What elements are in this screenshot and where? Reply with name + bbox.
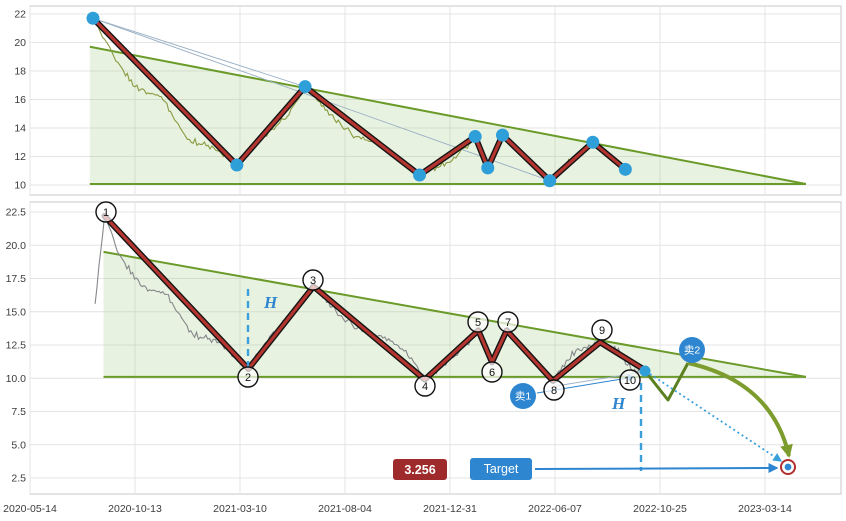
elliott-wave-zigzag [91, 16, 628, 183]
pivot-dot[interactable] [496, 128, 509, 142]
x-axis-label: 2022-06-07 [528, 503, 582, 515]
projected-price-path [643, 362, 690, 402]
height-label: H [611, 394, 626, 413]
wave-number-6[interactable]: 6 [481, 361, 503, 383]
pivot-dot[interactable] [586, 135, 600, 149]
wave-number-text: 2 [245, 372, 251, 384]
x-axis-label: 2020-05-14 [3, 503, 57, 515]
wave-number-circle [467, 311, 489, 333]
wave-number-text: 10 [624, 375, 636, 387]
pivot-dot[interactable] [298, 80, 312, 94]
wave-number-text: 8 [551, 385, 557, 397]
pivot-dot[interactable] [618, 162, 632, 176]
fan-trendline [92, 17, 306, 88]
wave-number-text: 1 [103, 207, 109, 219]
wedge-upper-trendline [89, 45, 807, 185]
x-axis-label: 2021-08-04 [318, 503, 372, 515]
y-axis-label: 20.0 [6, 240, 27, 252]
sell-marker-circle [510, 383, 536, 409]
y-axis-label: 10.0 [6, 373, 27, 385]
wave-number-circle [414, 375, 436, 397]
y-axis-label: 22 [14, 9, 26, 21]
wave-number-1[interactable]: 1 [95, 201, 117, 223]
wave-number-3[interactable]: 3 [302, 269, 324, 291]
y-axis-label: 20 [14, 37, 26, 49]
sell-marker-text: 卖2 [684, 345, 700, 357]
y-axis-label: 14 [14, 123, 26, 135]
wave-number-circle [481, 361, 503, 383]
wave-number-circle [95, 201, 117, 223]
projection-curve-arrow [687, 361, 793, 458]
annotation-layer: 3.256 Target 1 2 3 4 5 6 7 8 9 10 卖1 卖2 H H [95, 201, 796, 480]
wave-number-7[interactable]: 7 [497, 311, 519, 333]
sell-marker-circle [679, 337, 705, 363]
pivot-dot[interactable] [413, 168, 427, 182]
wave-number-circle [237, 366, 259, 388]
y-axis-label: 10 [14, 180, 26, 192]
y-axis-label: 5.0 [11, 439, 26, 451]
x-axis-label: 2022-10-25 [633, 503, 687, 515]
wave-number-4[interactable]: 4 [414, 375, 436, 397]
pivot-dot[interactable] [481, 161, 495, 175]
wave-number-circle [543, 379, 565, 401]
top-chart-panel[interactable]: 22 20 18 16 14 12 10 [14, 5, 842, 196]
wave-number-text: 3 [310, 275, 316, 287]
elliott-wave-zigzag [102, 214, 647, 383]
projection-dotted-line [649, 373, 783, 462]
target-point-dot [784, 463, 792, 471]
wave-number-5[interactable]: 5 [467, 311, 489, 333]
pivot-dot[interactable] [543, 174, 557, 188]
sell-marker[interactable]: 卖1 [510, 383, 536, 409]
pivot-dot[interactable] [468, 130, 482, 144]
y-axis-label: 18 [14, 66, 26, 78]
value-badge[interactable]: 3.256 [393, 459, 447, 480]
wave-number-text: 5 [475, 317, 481, 329]
value-badge-text: 3.256 [404, 463, 435, 477]
pivot-dot[interactable] [230, 158, 244, 172]
height-label: H [263, 293, 278, 312]
wave-number-text: 6 [489, 367, 495, 379]
target-point[interactable] [780, 459, 796, 475]
bottom-plot-area[interactable] [29, 201, 842, 495]
y-axis-label: 12.5 [6, 340, 27, 352]
sell-marker-text: 卖1 [515, 391, 531, 403]
wave-number-text: 7 [505, 317, 511, 329]
wave-number-circle [591, 319, 613, 341]
y-axis-label: 12 [14, 151, 26, 163]
wave-number-circle [497, 311, 519, 333]
wave-number-circle [302, 269, 324, 291]
wave-number-text: 9 [599, 325, 605, 337]
wave-number-10[interactable]: 10 [619, 369, 641, 391]
target-badge[interactable]: Target [470, 458, 532, 480]
y-axis-label: 15.0 [6, 306, 27, 318]
x-axis-label: 2020-10-13 [108, 503, 162, 515]
y-axis-label: 2.5 [11, 473, 26, 485]
wave-number-9[interactable]: 9 [591, 319, 613, 341]
wave-number-circle [619, 369, 641, 391]
bottom-chart-panel[interactable]: 22.5 20.0 17.5 15.0 12.5 10.0 7.5 5.0 2.5 [6, 201, 842, 495]
wave-number-8[interactable]: 8 [543, 379, 565, 401]
last-pivot-dot[interactable] [639, 365, 651, 377]
y-axis-label: 22.5 [6, 207, 27, 219]
y-axis-label: 17.5 [6, 273, 27, 285]
x-axis-label: 2021-03-10 [213, 503, 267, 515]
x-axis-label: 2021-12-31 [423, 503, 477, 515]
target-arrow [534, 463, 779, 474]
pivot-dot[interactable] [86, 11, 100, 25]
x-axis-label: 2023-03-14 [738, 503, 792, 515]
sell-marker[interactable]: 卖2 [679, 337, 705, 363]
y-axis-label: 7.5 [11, 406, 26, 418]
y-axis-label: 16 [14, 94, 26, 106]
target-badge-text: Target [484, 462, 519, 476]
wave-number-2[interactable]: 2 [237, 366, 259, 388]
wave-number-text: 4 [422, 381, 428, 393]
